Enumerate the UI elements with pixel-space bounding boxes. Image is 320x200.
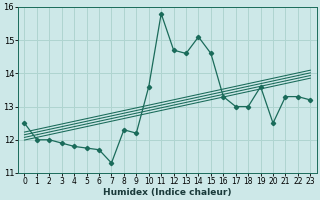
X-axis label: Humidex (Indice chaleur): Humidex (Indice chaleur) bbox=[103, 188, 232, 197]
